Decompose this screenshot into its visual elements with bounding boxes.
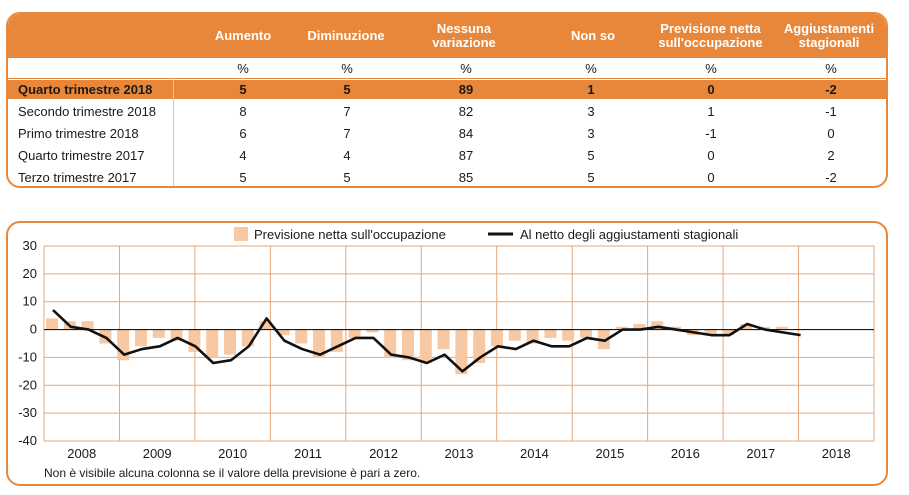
row-value: 5 — [188, 80, 298, 99]
bar — [117, 330, 129, 361]
row-label: Secondo trimestre 2018 — [8, 102, 173, 121]
row-value: 5 — [284, 168, 410, 187]
row-value: 3 — [534, 102, 648, 121]
unit-cell: % — [774, 59, 888, 78]
bar — [509, 330, 521, 341]
row-value: 4 — [188, 146, 298, 165]
bar — [491, 330, 503, 347]
x-tick-label: 2008 — [67, 446, 96, 461]
row-label: Primo trimestre 2018 — [8, 124, 173, 143]
unit-cell: % — [408, 59, 524, 78]
row-value: 6 — [188, 124, 298, 143]
x-tick-label: 2013 — [445, 446, 474, 461]
x-tick-label: 2010 — [218, 446, 247, 461]
bar — [135, 330, 147, 347]
header-non-so: Non so — [538, 14, 648, 58]
unit-cell: % — [284, 59, 410, 78]
bar — [295, 330, 307, 344]
unit-cell: % — [188, 59, 298, 78]
table-row: Secondo trimestre 2018 8 7 82 3 1 -1 — [8, 102, 886, 121]
row-label: Quarto trimestre 2017 — [8, 146, 173, 165]
y-tick-label: 0 — [30, 322, 37, 337]
row-value: 0 — [648, 168, 774, 187]
row-value: 84 — [408, 124, 524, 143]
row-value: 1 — [534, 80, 648, 99]
row-label: Quarto trimestre 2018 — [8, 80, 173, 99]
row-value: 3 — [534, 124, 648, 143]
header-previsione-netta: Previsione netta sull'occupazione — [648, 14, 773, 58]
row-value: 85 — [408, 168, 524, 187]
bar — [46, 318, 58, 329]
bar — [544, 330, 556, 338]
bar — [562, 330, 574, 341]
row-value: 87 — [408, 146, 524, 165]
row-value: 7 — [284, 102, 410, 121]
row-value: 1 — [648, 102, 774, 121]
unit-cell: % — [648, 59, 774, 78]
bar — [580, 330, 592, 338]
row-value: 5 — [284, 80, 410, 99]
y-tick-label: 30 — [23, 238, 37, 253]
row-value: 0 — [648, 80, 774, 99]
row-value: 5 — [534, 168, 648, 187]
row-value: 7 — [284, 124, 410, 143]
divider — [8, 78, 886, 79]
y-tick-label: -20 — [18, 377, 37, 392]
x-tick-label: 2014 — [520, 446, 549, 461]
column-divider — [173, 78, 174, 188]
bar — [206, 330, 218, 358]
row-value: 5 — [534, 146, 648, 165]
row-value: -2 — [774, 168, 888, 187]
table-row: Terzo trimestre 2017 5 5 85 5 0 -2 — [8, 168, 886, 187]
row-value: 89 — [408, 80, 524, 99]
row-value: 5 — [188, 168, 298, 187]
units-row: % % % % % % — [8, 59, 886, 78]
y-tick-label: 10 — [23, 294, 37, 309]
chart-note: Non è visibile alcuna colonna se il valo… — [44, 466, 420, 480]
y-tick-label: -30 — [18, 405, 37, 420]
x-tick-label: 2015 — [595, 446, 624, 461]
row-value: -1 — [774, 102, 888, 121]
row-label: Terzo trimestre 2017 — [8, 168, 173, 187]
chart-panel: 30 20 10 0 -10 -20 -30 -40 2008 2009 2010 2011 2012 2… — [6, 221, 888, 486]
x-tick-label: 2017 — [746, 446, 775, 461]
y-tick-label: -40 — [18, 433, 37, 448]
row-value: 2 — [774, 146, 888, 165]
survey-table: Aumento Diminuzione Nessuna variazione N… — [6, 12, 888, 188]
bar — [224, 330, 236, 355]
table-header: Aumento Diminuzione Nessuna variazione N… — [8, 14, 886, 58]
bar — [420, 330, 432, 363]
row-value: -1 — [648, 124, 774, 143]
bar — [438, 330, 450, 350]
y-tick-label: -10 — [18, 349, 37, 364]
x-tick-label: 2012 — [369, 446, 398, 461]
row-value: 0 — [648, 146, 774, 165]
header-diminuzione: Diminuzione — [298, 14, 394, 58]
header-aggiustamenti: Aggiustamenti stagionali — [774, 14, 884, 58]
legend-swatch-bar — [234, 227, 248, 241]
bar — [242, 330, 254, 347]
x-tick-label: 2016 — [671, 446, 700, 461]
row-value: 82 — [408, 102, 524, 121]
row-value: 8 — [188, 102, 298, 121]
legend-label-line: Al netto degli aggiustamenti stagionali — [520, 227, 738, 242]
x-tick-label: 2018 — [822, 446, 851, 461]
header-nessuna-variazione: Nessuna variazione — [408, 14, 520, 58]
x-tick-label: 2011 — [294, 446, 322, 461]
table-row: Quarto trimestre 2017 4 4 87 5 0 2 — [8, 146, 886, 165]
legend-label-bar: Previsione netta sull'occupazione — [254, 227, 446, 242]
unit-cell: % — [534, 59, 648, 78]
row-value: 0 — [774, 124, 888, 143]
row-value: 4 — [284, 146, 410, 165]
header-aumento: Aumento — [188, 14, 298, 58]
bar — [153, 330, 165, 338]
row-value: -2 — [774, 80, 888, 99]
table-row: Quarto trimestre 2018 5 5 89 1 0 -2 — [8, 80, 886, 99]
table-row: Primo trimestre 2018 6 7 84 3 -1 0 — [8, 124, 886, 143]
x-tick-label: 2009 — [143, 446, 172, 461]
y-tick-label: 20 — [23, 266, 37, 281]
